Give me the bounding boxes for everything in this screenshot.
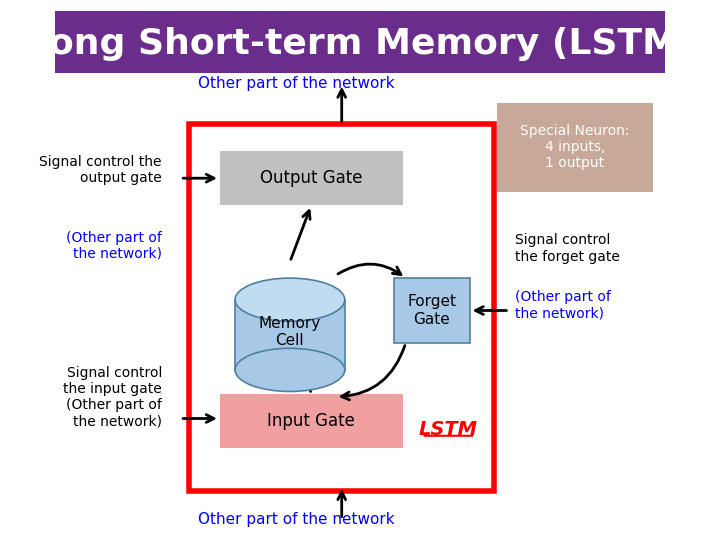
Text: Signal control
the forget gate: Signal control the forget gate [516, 233, 620, 264]
Text: Signal control
the input gate
(Other part of
the network): Signal control the input gate (Other par… [63, 366, 162, 428]
FancyBboxPatch shape [394, 278, 469, 343]
Text: (Other part of
the network): (Other part of the network) [516, 290, 611, 320]
Ellipse shape [235, 348, 345, 392]
Text: LSTM: LSTM [419, 420, 478, 439]
Text: Other part of the network: Other part of the network [198, 76, 395, 91]
Ellipse shape [235, 278, 345, 321]
FancyBboxPatch shape [55, 11, 665, 73]
FancyBboxPatch shape [220, 394, 402, 448]
Text: Output Gate: Output Gate [260, 169, 362, 187]
Text: Special Neuron:
4 inputs,
1 output: Special Neuron: 4 inputs, 1 output [520, 124, 629, 170]
FancyBboxPatch shape [497, 103, 652, 192]
FancyBboxPatch shape [189, 124, 494, 491]
Text: Input Gate: Input Gate [267, 412, 355, 430]
Text: Other part of the network: Other part of the network [198, 512, 395, 527]
Text: Signal control the
output gate: Signal control the output gate [40, 155, 162, 185]
Text: Memory
Cell: Memory Cell [258, 316, 321, 348]
Text: Forget
Gate: Forget Gate [407, 294, 456, 327]
Text: (Other part of
the network): (Other part of the network) [66, 231, 162, 261]
Text: Long Short-term Memory (LSTM): Long Short-term Memory (LSTM) [26, 28, 694, 61]
Bar [235, 300, 345, 370]
FancyBboxPatch shape [220, 151, 402, 205]
